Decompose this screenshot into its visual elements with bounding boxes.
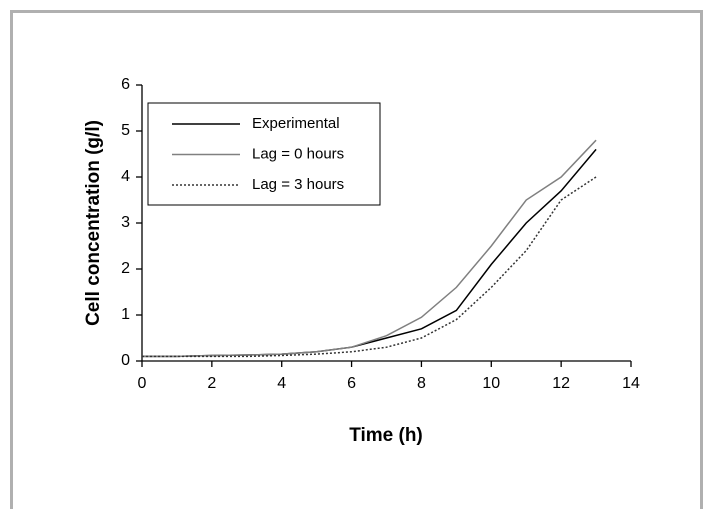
x-tick-label: 8 — [417, 375, 426, 392]
series-line — [142, 139, 597, 358]
x-tick-label: 4 — [277, 375, 286, 392]
x-tick-label: 0 — [138, 375, 147, 392]
y-tick-label: 2 — [121, 260, 130, 277]
x-tick-label: 12 — [552, 375, 570, 392]
x-tick-label: 14 — [622, 375, 640, 392]
legend-label: Experimental — [252, 115, 340, 132]
x-tick-label: 6 — [347, 375, 356, 392]
y-tick-label: 4 — [121, 168, 130, 185]
y-tick-label: 3 — [121, 214, 130, 231]
legend-label: Lag = 3 hours — [252, 176, 344, 193]
y-tick-label: 1 — [121, 306, 130, 323]
x-axis-title: Time (h) — [349, 425, 423, 446]
x-tick-label: 10 — [482, 375, 500, 392]
y-tick-label: 6 — [121, 76, 130, 93]
frame — [10, 10, 703, 509]
legend-label: Lag = 0 hours — [252, 145, 344, 162]
x-tick-label: 2 — [207, 375, 216, 392]
y-axis-title: Cell concentration (g/l) — [83, 120, 104, 326]
y-tick-label: 5 — [121, 122, 130, 139]
y-tick-label: 0 — [121, 352, 130, 369]
